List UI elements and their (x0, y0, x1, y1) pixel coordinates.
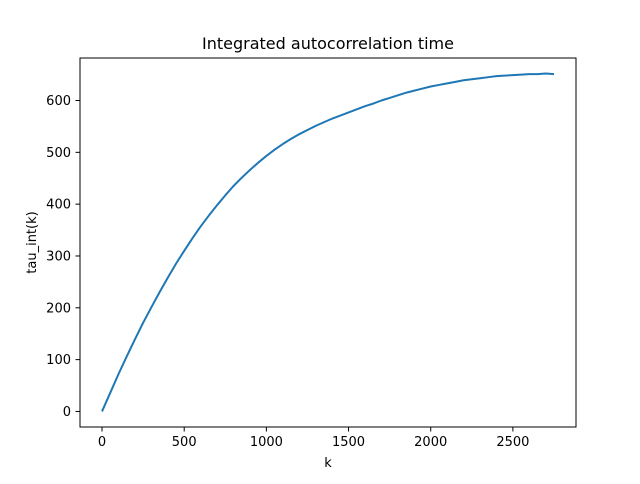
y-tick-label: 500 (46, 146, 71, 161)
y-axis: 0 100 200 300 400 500 600 (46, 94, 80, 420)
x-tick-label: 2000 (414, 435, 447, 450)
x-tick-label: 2500 (496, 435, 529, 450)
x-axis-label: k (324, 456, 332, 471)
y-tick-label: 100 (46, 353, 71, 368)
x-tick-label: 1500 (332, 435, 365, 450)
y-tick-label: 300 (46, 249, 71, 264)
y-tick-label: 600 (46, 94, 71, 109)
y-axis-label: tau_int(k) (25, 211, 40, 273)
x-tick-label: 0 (98, 435, 106, 450)
series-line (101, 72, 555, 412)
x-axis: 0 500 1000 1500 2000 2500 (98, 427, 529, 450)
y-tick-label: 0 (63, 405, 71, 420)
axes-frame (79, 57, 577, 428)
x-tick-label: 500 (172, 435, 197, 450)
chart-title: Integrated autocorrelation time (202, 34, 454, 53)
x-tick-label: 1000 (250, 435, 283, 450)
y-tick-label: 400 (46, 198, 71, 213)
y-tick-label: 200 (46, 301, 71, 316)
plot-area (101, 72, 555, 412)
